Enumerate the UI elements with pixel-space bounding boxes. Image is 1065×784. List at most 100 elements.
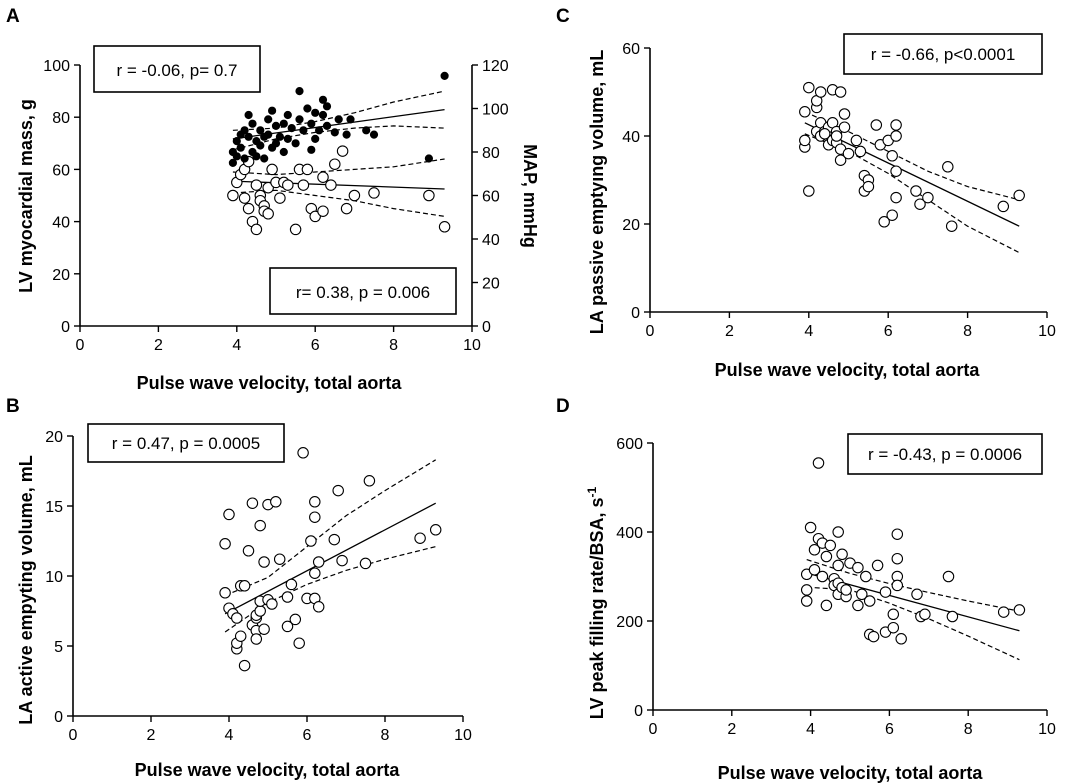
data-point-c-0-26 (850, 134, 863, 147)
y-tick-label-b-4: 20 (45, 429, 63, 446)
data-point-b-0-29 (281, 591, 294, 603)
x-tick-label-d-3: 6 (885, 721, 894, 738)
data-point-b-0-36 (305, 535, 317, 547)
data-point-a-1-44 (342, 130, 351, 139)
stat-text-c: r = -0.66, p<0.0001 (871, 45, 1016, 64)
data-point-c-0-20 (834, 86, 847, 98)
data-point-c-0-34 (878, 216, 890, 228)
data-point-a-1-2 (232, 137, 241, 146)
data-point-b-0-37 (309, 496, 321, 508)
axis-ticks-c: 0 2 4 6 8 10 0 20 40 60 (622, 41, 1056, 340)
data-point-a-1-27 (283, 134, 292, 143)
x-tick-label-a-3: 6 (311, 337, 320, 354)
y-tick-label-a-0: 0 (61, 319, 70, 336)
data-point-a-1-21 (271, 121, 281, 131)
y-axis-label-d-main: LV peak filling rate/BSA, s (587, 497, 607, 719)
data-point-a-0-13 (262, 208, 274, 220)
x-tick-label-b-3: 6 (303, 727, 312, 744)
plot-area-b (219, 447, 442, 672)
data-point-a-1-51 (307, 145, 316, 154)
data-point-c-0-27 (854, 145, 867, 158)
data-point-d-0-3 (804, 521, 817, 534)
data-point-d-0-22 (840, 584, 852, 596)
data-point-a-1-23 (275, 132, 284, 141)
data-point-b-0-27 (270, 496, 282, 508)
y-tick-label-d-1: 200 (616, 614, 643, 631)
data-point-d-0-25 (852, 561, 864, 574)
data-point-d-0-24 (852, 599, 864, 612)
ci-upper-a-0 (232, 158, 445, 176)
data-point-d-0-43 (919, 608, 931, 621)
data-point-c-0-24 (838, 121, 851, 133)
x-tick-label-a-1: 2 (154, 337, 163, 354)
data-point-a-1-43 (334, 115, 343, 124)
stat-box-b-frame (87, 423, 285, 463)
data-point-a-0-25 (317, 205, 329, 217)
data-point-b-0-23 (258, 623, 270, 635)
data-point-b-0-7 (231, 612, 243, 624)
data-point-b-0-8 (234, 630, 247, 642)
axis-ticks-d: 0 2 4 6 8 10 0 200 400 600 (616, 436, 1056, 738)
stat-box-a-mass: r = -0.06, p= 0.7 (93, 45, 261, 93)
ci-lower-a-1 (232, 125, 445, 151)
x-tick-label-c-3: 6 (884, 323, 893, 340)
y-tick-label-b-2: 10 (45, 569, 63, 586)
data-point-d-0-8 (816, 570, 829, 583)
data-point-b-0-42 (312, 601, 325, 613)
data-point-c-0-46 (945, 220, 958, 232)
data-point-d-0-11 (820, 599, 833, 612)
data-point-a-1-50 (236, 130, 245, 139)
y-tick-label-a-5: 100 (43, 58, 70, 75)
data-point-c-0-2 (799, 106, 811, 118)
stat-box-a-map-frame (269, 267, 457, 315)
data-point-b-0-48 (414, 532, 426, 544)
panel-letter-d: D (556, 396, 570, 417)
data-point-a-0-15 (266, 163, 278, 176)
data-point-a-1-38 (318, 95, 328, 104)
data-point-a-0-17 (274, 192, 286, 204)
data-point-b-0-12 (242, 545, 255, 557)
data-point-d-0-31 (871, 559, 884, 572)
data-point-a-1-24 (279, 119, 288, 128)
stat-box-c: r = -0.66, p<0.0001 (843, 33, 1043, 75)
data-point-b-0-38 (309, 511, 321, 523)
data-point-b-0-43 (328, 533, 341, 546)
y2-tick-label-a-6: 120 (482, 58, 509, 75)
y2-tick-label-a-5: 100 (482, 102, 509, 119)
data-point-b-0-26 (266, 598, 278, 610)
stat-box-d: r = -0.43, p = 0.0006 (847, 433, 1043, 475)
y2-tick-label-a-4: 80 (482, 145, 500, 162)
data-point-b-0-46 (359, 557, 372, 570)
data-point-c-0-43 (914, 198, 926, 210)
data-point-b-0-0 (219, 587, 231, 599)
data-point-d-0-0 (800, 595, 813, 607)
data-point-a-1-28 (287, 124, 296, 133)
data-point-a-1-12 (252, 152, 261, 161)
ci-lower-c-0 (804, 133, 1020, 254)
data-point-b-0-33 (293, 637, 305, 649)
y-tick-label-c-3: 60 (622, 41, 640, 58)
y-tick-label-a-1: 20 (52, 267, 70, 284)
data-point-a-1-26 (283, 110, 292, 120)
data-point-c-0-23 (838, 108, 851, 120)
stat-box-b: r = 0.47, p = 0.0005 (87, 423, 285, 463)
ci-upper-a-1 (232, 90, 445, 131)
data-point-b-0-19 (254, 519, 266, 532)
x-tick-label-d-2: 4 (806, 721, 815, 738)
y-tick-label-b-3: 15 (45, 499, 63, 516)
x-tick-label-a-5: 10 (463, 337, 481, 354)
data-point-a-1-32 (299, 126, 308, 135)
data-point-c-0-25 (842, 147, 855, 160)
data-point-a-0-36 (329, 158, 341, 170)
y-tick-label-b-0: 0 (54, 709, 63, 726)
data-point-c-0-45 (942, 161, 954, 173)
y-tick-label-b-1: 5 (54, 639, 63, 656)
data-point-c-0-31 (862, 180, 875, 193)
chart-panel-c: 0 2 4 6 8 10 0 20 40 60 Pulse wave velocity, tota… (587, 33, 1056, 380)
data-point-a-1-22 (271, 139, 281, 148)
data-point-c-0-4 (803, 185, 815, 197)
data-point-c-0-44 (922, 191, 934, 204)
